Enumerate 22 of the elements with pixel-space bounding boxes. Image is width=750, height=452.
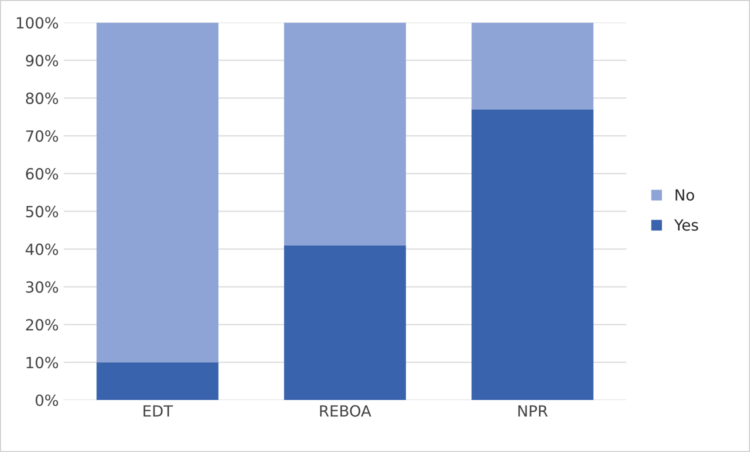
legend-label: No [676, 189, 694, 201]
y-tick-label: 70% [26, 130, 58, 142]
y-tick-label: 40% [26, 244, 58, 256]
y-tick-label: 0% [36, 394, 58, 406]
y-tick-label: 80% [26, 92, 58, 104]
x-tick-label: REBOA [320, 405, 372, 417]
y-tick-label: 100% [16, 17, 58, 29]
y-tick-label: 20% [26, 319, 58, 331]
y-tick-label: 60% [26, 168, 58, 180]
x-tick-label: NPR [518, 405, 548, 416]
bar [284, 22, 406, 246]
bar [472, 109, 594, 400]
y-tick-label: 10% [26, 356, 58, 368]
bar [284, 245, 406, 400]
y-tick-label: 90% [26, 54, 58, 66]
y-tick-label: 50% [26, 206, 58, 218]
bar [96, 362, 218, 400]
legend-label: Yes [674, 219, 698, 231]
x-tick-label: EDT [144, 405, 173, 416]
y-tick-label: 30% [26, 281, 58, 293]
bar [96, 22, 218, 362]
bar [472, 22, 594, 110]
